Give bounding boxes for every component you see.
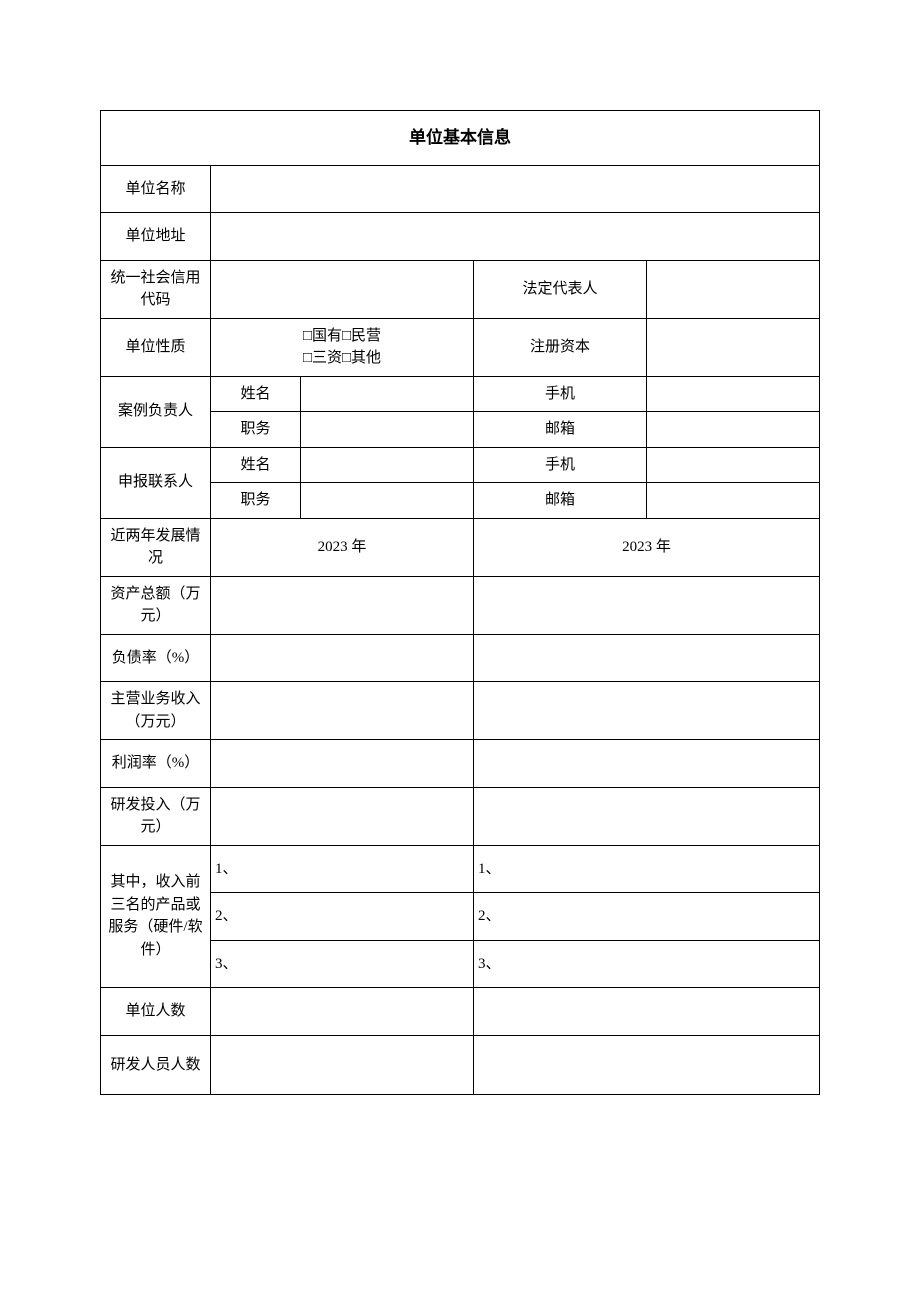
label-rd-headcount: 研发人员人数: [101, 1035, 211, 1095]
field-top3-a1[interactable]: 1、: [211, 845, 474, 893]
label-rd-invest: 研发投入（万元）: [101, 787, 211, 845]
field-contact-phone[interactable]: [647, 447, 820, 483]
label-legal-rep: 法定代表人: [474, 260, 647, 318]
field-unit-name[interactable]: [211, 165, 820, 213]
field-total-assets-b[interactable]: [474, 576, 820, 634]
label-contact-email: 邮箱: [474, 483, 647, 519]
field-contact-email[interactable]: [647, 483, 820, 519]
unit-info-table: 单位基本信息 单位名称 单位地址 统一社会信用代码 法定代表人 单位性质 □国有…: [100, 110, 820, 1095]
field-top3-a2[interactable]: 2、: [211, 893, 474, 941]
label-reg-capital: 注册资本: [474, 318, 647, 376]
label-lead-position: 职务: [211, 412, 301, 448]
label-total-assets: 资产总额（万元）: [101, 576, 211, 634]
field-uscc[interactable]: [211, 260, 474, 318]
label-recent-dev: 近两年发展情况: [101, 518, 211, 576]
field-headcount-b[interactable]: [474, 988, 820, 1036]
label-unit-addr: 单位地址: [101, 213, 211, 261]
label-lead-email: 邮箱: [474, 412, 647, 448]
field-lead-email[interactable]: [647, 412, 820, 448]
unit-type-line1: □国有□民营: [303, 328, 381, 344]
field-unit-addr[interactable]: [211, 213, 820, 261]
field-lead-position[interactable]: [301, 412, 474, 448]
field-main-revenue-a[interactable]: [211, 682, 474, 740]
label-main-revenue: 主营业务收入（万元）: [101, 682, 211, 740]
label-top3: 其中，收入前三名的产品或服务（硬件/软件）: [101, 845, 211, 988]
label-case-lead: 案例负责人: [101, 376, 211, 447]
table-title: 单位基本信息: [101, 111, 820, 166]
label-headcount: 单位人数: [101, 988, 211, 1036]
field-rd-headcount-b[interactable]: [474, 1035, 820, 1095]
label-lead-phone: 手机: [474, 376, 647, 412]
field-headcount-a[interactable]: [211, 988, 474, 1036]
field-profit-rate-b[interactable]: [474, 740, 820, 788]
label-contact-name: 姓名: [211, 447, 301, 483]
field-reg-capital[interactable]: [647, 318, 820, 376]
field-profit-rate-a[interactable]: [211, 740, 474, 788]
label-uscc: 统一社会信用代码: [101, 260, 211, 318]
field-top3-b2[interactable]: 2、: [474, 893, 820, 941]
header-year-a: 2023 年: [211, 518, 474, 576]
label-contact-phone: 手机: [474, 447, 647, 483]
label-unit-type: 单位性质: [101, 318, 211, 376]
field-legal-rep[interactable]: [647, 260, 820, 318]
field-top3-b3[interactable]: 3、: [474, 940, 820, 988]
field-top3-b1[interactable]: 1、: [474, 845, 820, 893]
label-contact-position: 职务: [211, 483, 301, 519]
label-debt-ratio: 负债率（%）: [101, 634, 211, 682]
field-debt-ratio-a[interactable]: [211, 634, 474, 682]
label-lead-name: 姓名: [211, 376, 301, 412]
field-main-revenue-b[interactable]: [474, 682, 820, 740]
header-year-b: 2023 年: [474, 518, 820, 576]
field-total-assets-a[interactable]: [211, 576, 474, 634]
field-debt-ratio-b[interactable]: [474, 634, 820, 682]
label-profit-rate: 利润率（%）: [101, 740, 211, 788]
label-unit-name: 单位名称: [101, 165, 211, 213]
label-contact: 申报联系人: [101, 447, 211, 518]
field-unit-type[interactable]: □国有□民营 □三资□其他: [211, 318, 474, 376]
unit-type-line2: □三资□其他: [303, 350, 381, 366]
field-top3-a3[interactable]: 3、: [211, 940, 474, 988]
field-lead-phone[interactable]: [647, 376, 820, 412]
field-contact-name[interactable]: [301, 447, 474, 483]
field-contact-position[interactable]: [301, 483, 474, 519]
field-lead-name[interactable]: [301, 376, 474, 412]
field-rd-invest-b[interactable]: [474, 787, 820, 845]
field-rd-invest-a[interactable]: [211, 787, 474, 845]
field-rd-headcount-a[interactable]: [211, 1035, 474, 1095]
